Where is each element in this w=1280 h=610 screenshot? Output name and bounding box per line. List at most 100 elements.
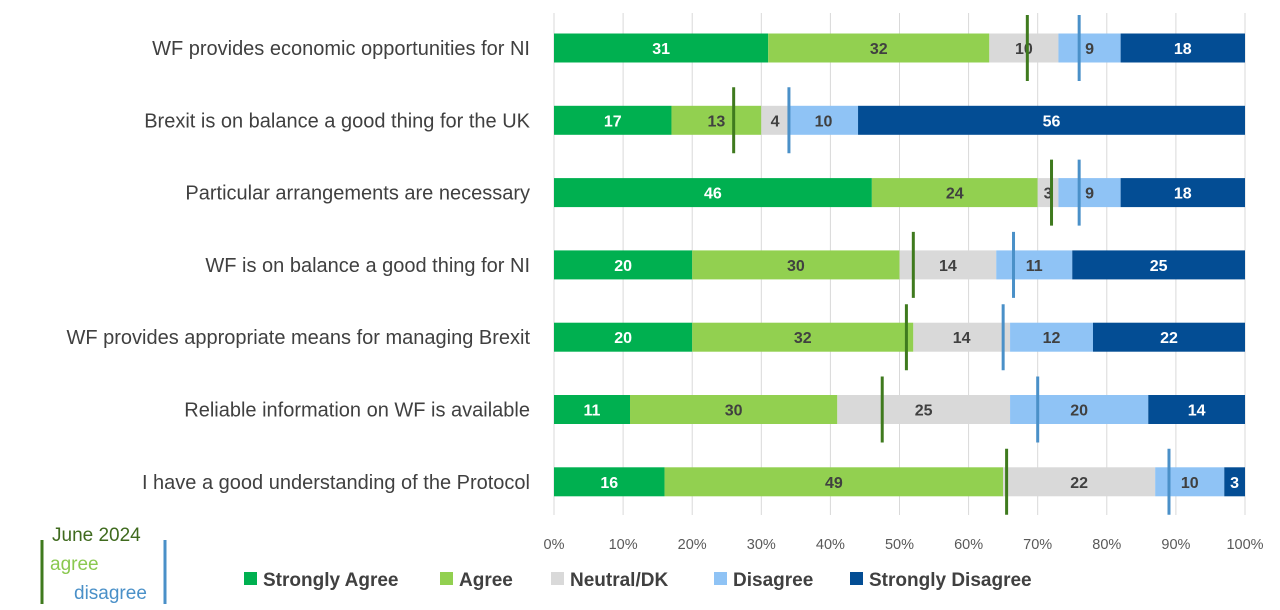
data-label: 20 — [614, 258, 632, 275]
data-label: 11 — [584, 403, 601, 420]
data-label: 10 — [1181, 475, 1199, 492]
bar-segment — [1058, 178, 1121, 208]
x-tick-label: 40% — [816, 537, 845, 553]
x-tick-label: 0% — [544, 537, 565, 553]
x-tick-label: 100% — [1226, 537, 1263, 553]
category-label: WF provides economic opportunities for N… — [152, 38, 530, 60]
bar-segment — [837, 395, 1011, 424]
data-label: 12 — [1043, 330, 1061, 347]
data-label: 10 — [815, 113, 833, 130]
data-label: 10 — [1015, 41, 1033, 58]
legend-swatch — [850, 572, 863, 585]
bar-segment — [671, 105, 762, 135]
bar-segment — [1155, 467, 1225, 497]
june-key-agree-label: agree — [50, 554, 99, 575]
data-label: 22 — [1160, 330, 1178, 347]
data-label: 56 — [1043, 113, 1061, 130]
legend-label: Agree — [459, 570, 513, 591]
x-tick-label: 10% — [609, 537, 638, 553]
legend-label: Disagree — [733, 570, 813, 591]
data-label: 14 — [939, 258, 957, 275]
data-label: 9 — [1085, 41, 1094, 58]
data-label: 17 — [604, 113, 622, 130]
x-axis-ticks: 0% 10% 20% 30% 40% 50% 60% 70% 80% 90% 100% — [544, 537, 1264, 553]
legend-swatch — [440, 572, 453, 585]
bar-segment — [761, 105, 789, 135]
category-label: Particular arrangements are necessary — [185, 183, 530, 205]
data-label: 32 — [870, 41, 888, 58]
legend-swatch — [244, 572, 257, 585]
category-label: Brexit is on balance a good thing for th… — [144, 110, 530, 132]
data-label: 30 — [725, 403, 743, 420]
bar-segment — [768, 33, 990, 63]
data-label: 30 — [787, 258, 805, 275]
data-label: 13 — [707, 113, 725, 130]
legend-label: Neutral/DK — [570, 570, 668, 591]
bar-segment — [1148, 395, 1245, 424]
bar-segment — [630, 395, 838, 424]
bar-segment — [692, 250, 900, 280]
data-label: 14 — [953, 330, 971, 347]
data-label: 20 — [1070, 403, 1088, 420]
data-label: 31 — [652, 41, 670, 58]
bar-segment — [1003, 467, 1156, 497]
category-labels: WF provides economic opportunities for N… — [66, 38, 530, 494]
x-tick-label: 80% — [1092, 537, 1121, 553]
bar-segment — [554, 178, 872, 208]
bar-segment — [664, 467, 1004, 497]
data-label: 46 — [704, 186, 722, 203]
bar-segment — [1010, 395, 1149, 424]
x-tick-label: 60% — [954, 537, 983, 553]
bar-segment — [989, 33, 1059, 63]
bar-segment — [858, 105, 1245, 135]
x-tick-label: 50% — [885, 537, 914, 553]
category-label: WF is on balance a good thing for NI — [205, 255, 530, 277]
bar-segment — [871, 178, 1038, 208]
legend-label: Strongly Agree — [263, 570, 399, 591]
data-label: 9 — [1085, 186, 1094, 203]
data-label: 49 — [825, 475, 843, 492]
legend-swatch — [714, 572, 727, 585]
data-label: 32 — [794, 330, 812, 347]
data-label: 22 — [1070, 475, 1088, 492]
june-2024-markers — [732, 15, 1171, 515]
data-label: 20 — [614, 330, 632, 347]
x-tick-label: 30% — [747, 537, 776, 553]
bar-segment — [554, 105, 672, 135]
data-label: 14 — [1188, 403, 1206, 420]
bar-segment — [996, 250, 1073, 280]
data-label: 18 — [1174, 186, 1192, 203]
data-label: 18 — [1174, 41, 1192, 58]
bar-segment — [1092, 322, 1245, 352]
data-label: 16 — [600, 475, 618, 492]
bar-segment — [913, 322, 1011, 352]
data-label: 4 — [771, 113, 780, 130]
bar-segment — [1037, 178, 1059, 208]
x-tick-label: 70% — [1023, 537, 1052, 553]
bar-segment — [1058, 33, 1121, 63]
data-label: 25 — [1150, 258, 1168, 275]
category-label: Reliable information on WF is available — [184, 400, 530, 422]
legend: Strongly Agree Agree Neutral/DK Disagree Str… — [244, 570, 1032, 591]
data-label: 24 — [946, 186, 964, 203]
bar-segment — [1072, 250, 1245, 280]
category-label: WF provides appropriate means for managi… — [66, 327, 530, 349]
bar-segment — [1120, 178, 1245, 208]
june-key-title: June 2024 — [52, 525, 141, 546]
x-tick-label: 20% — [678, 537, 707, 553]
data-label: 3 — [1044, 186, 1053, 203]
bar-segment — [554, 250, 693, 280]
bar-segment — [554, 395, 631, 424]
bar-segment — [692, 322, 914, 352]
bar-segment — [899, 250, 997, 280]
data-label: 25 — [915, 403, 933, 420]
bars: 31 32 10 9 18 17 13 4 10 56 46 24 3 9 18 20 30 14 11 25 20 32… — [554, 33, 1245, 497]
bar-segment — [554, 33, 769, 63]
x-tick-label: 90% — [1161, 537, 1190, 553]
legend-label: Strongly Disagree — [869, 570, 1032, 591]
legend-swatch — [551, 572, 564, 585]
bar-segment — [1010, 322, 1093, 352]
bar-segment — [788, 105, 859, 135]
data-label: 11 — [1026, 258, 1043, 275]
